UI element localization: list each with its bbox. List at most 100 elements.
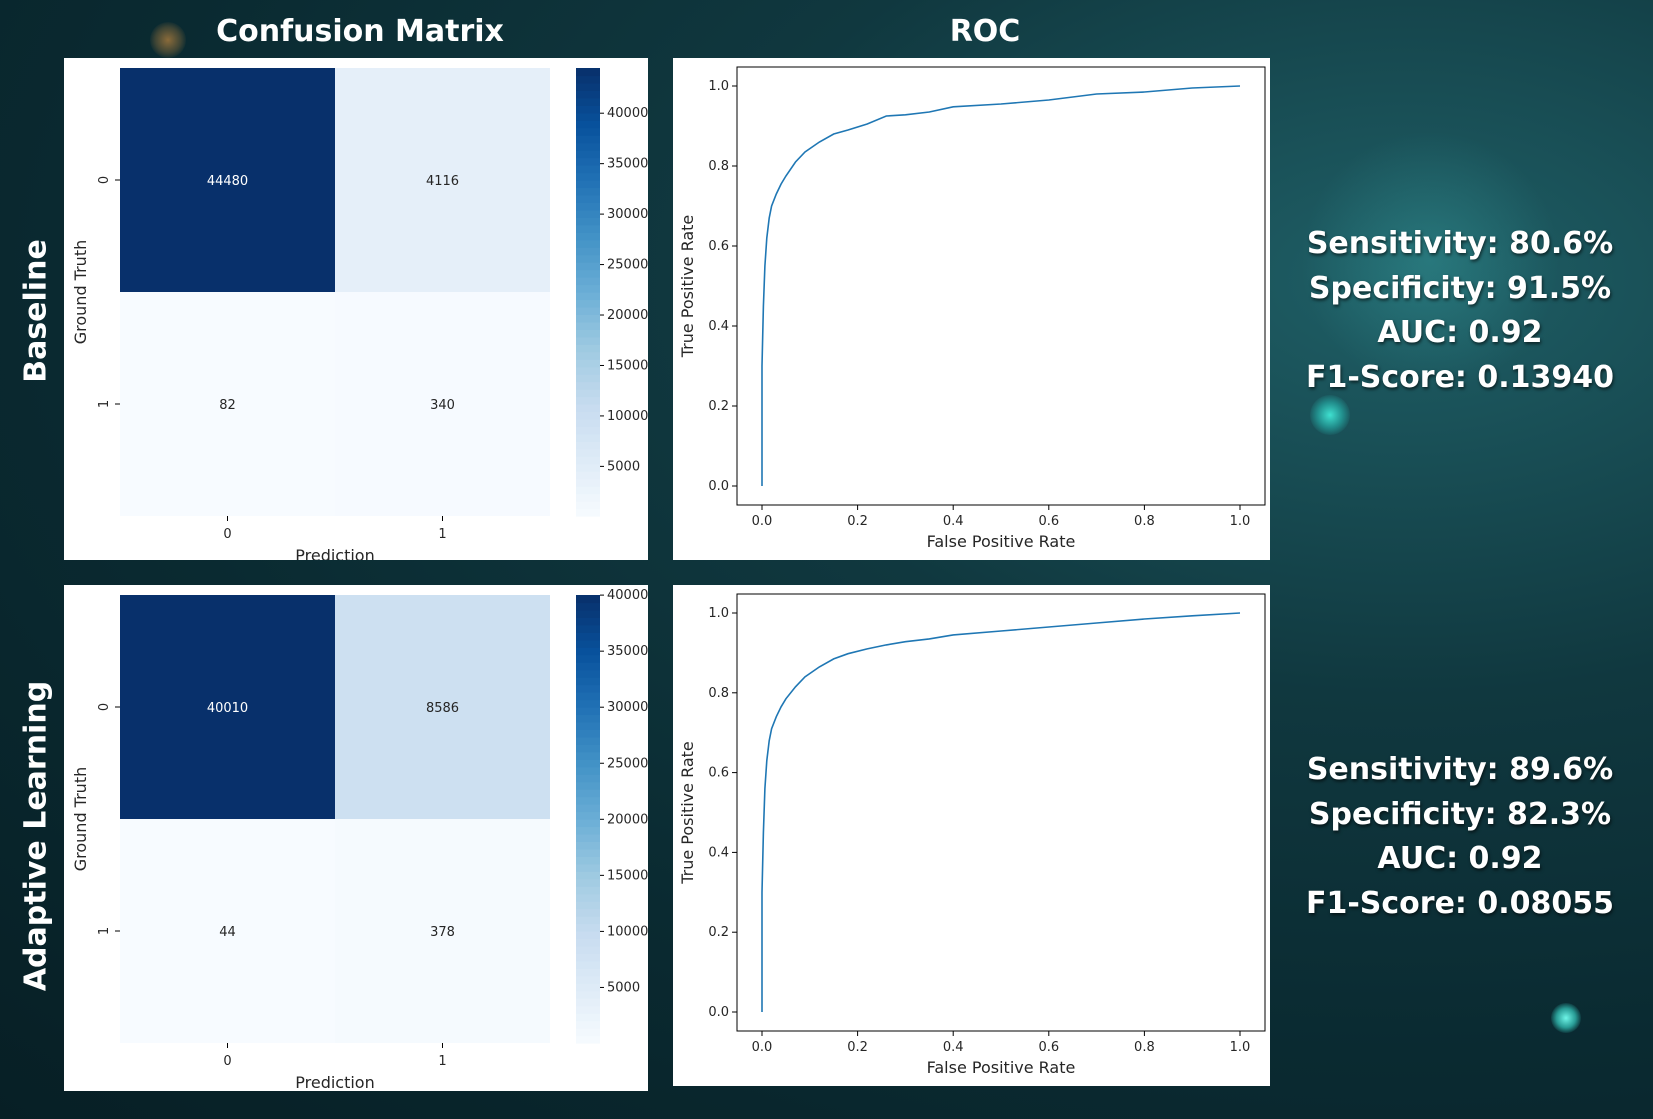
colorbar-segment — [576, 105, 600, 114]
colorbar-segment — [576, 796, 600, 805]
colorbar-segment — [576, 381, 600, 390]
y-tick-label: 0.4 — [708, 845, 729, 860]
heatmap-cell — [335, 819, 550, 1043]
colorbar-segment — [576, 471, 600, 480]
cell-value-label: 40010 — [207, 701, 248, 716]
heatmap-cell — [335, 292, 550, 516]
colorbar-segment — [576, 998, 600, 1007]
roc-curve-line — [761, 85, 1241, 486]
colorbar-segment — [576, 389, 600, 398]
colorbar-segment — [576, 624, 600, 633]
x-tick-label: 0 — [223, 527, 231, 542]
colorbar-segment — [576, 396, 600, 405]
y-axis-label: Ground Truth — [71, 240, 90, 345]
baseline-f1-score: F1-Score: 0.13940 — [1305, 359, 1615, 395]
colorbar-segment — [576, 232, 600, 241]
colorbar-segment — [576, 916, 600, 925]
colorbar-tick-label: 5000 — [607, 459, 640, 474]
colorbar-segment — [576, 617, 600, 626]
colorbar-segment — [576, 960, 600, 969]
x-tick-label: 1 — [438, 1054, 446, 1069]
colorbar-segment — [576, 180, 600, 189]
colorbar-segment — [576, 654, 600, 663]
heatmap-cell — [120, 819, 335, 1043]
colorbar-segment — [576, 923, 600, 932]
colorbar-segment — [576, 501, 600, 510]
colorbar-segment — [576, 224, 600, 233]
colorbar-segment — [576, 744, 600, 753]
adaptive-confusion-matrix-chart: 40010 8586 44 378 0 1 0 1 Prediction Ground Truth… — [71, 588, 648, 1092]
colorbar-segment — [576, 135, 600, 144]
baseline-metrics: Sensitivity: 80.6% Specificity: 91.5% AU… — [1290, 222, 1630, 400]
y-axis-label: Ground Truth — [71, 767, 90, 872]
x-tick-label: 0.0 — [752, 1040, 773, 1055]
colorbar-segment — [576, 82, 600, 91]
adaptive-confusion-matrix-panel: 40010 8586 44 378 0 1 0 1 Prediction Ground Truth… — [64, 585, 648, 1092]
baseline-roc-panel: 0.0 0.2 0.4 0.6 0.8 1.0 0.0 0.2 0.4 0.6 0.8 1.0 Fals… — [673, 58, 1270, 560]
colorbar-segment — [576, 804, 600, 813]
colorbar-segment — [576, 848, 600, 857]
colorbar-segment — [576, 953, 600, 962]
baseline-auc: AUC: 0.92 — [1377, 315, 1543, 350]
colorbar-segment — [576, 632, 600, 641]
colorbar-segment — [576, 938, 600, 947]
colorbar-tick-label: 25000 — [607, 258, 648, 273]
column-title-confusion-matrix: Confusion Matrix — [216, 14, 504, 49]
colorbar-segment — [576, 945, 600, 954]
roc-curve-line — [761, 612, 1241, 1012]
y-axis-label: True Positive Rate — [678, 215, 697, 359]
cell-value-label: 44480 — [207, 174, 248, 189]
colorbar-segment — [576, 68, 600, 77]
colorbar-segment — [576, 878, 600, 887]
heatmap-cell — [120, 68, 335, 292]
colorbar-segment — [576, 721, 600, 730]
x-tick-label: 0.6 — [1038, 1040, 1059, 1055]
x-tick-label: 0.0 — [752, 514, 773, 529]
colorbar-segment — [576, 433, 600, 442]
colorbar-segment — [576, 209, 600, 218]
adaptive-auc: AUC: 0.92 — [1377, 841, 1543, 876]
colorbar-segment — [576, 314, 600, 323]
y-tick-label: 1 — [97, 400, 112, 408]
colorbar-segment — [576, 299, 600, 308]
y-tick-label: 1.0 — [708, 79, 729, 94]
colorbar-segment — [576, 677, 600, 686]
y-tick-label: 0.0 — [708, 1005, 729, 1020]
colorbar-segment — [576, 262, 600, 271]
colorbar-segment — [576, 478, 600, 487]
x-tick-label: 0.2 — [847, 514, 868, 529]
x-tick-label: 0.6 — [1038, 514, 1059, 529]
colorbar-segment — [576, 1013, 600, 1022]
colorbar-segment — [576, 366, 600, 375]
colorbar-tick-label: 35000 — [607, 157, 648, 172]
colorbar-segment — [576, 508, 600, 517]
plot-frame — [736, 593, 1266, 1032]
cell-value-label: 4116 — [426, 174, 459, 189]
background-glow-orb — [1310, 395, 1350, 435]
colorbar-segment — [576, 336, 600, 345]
colorbar-segment — [576, 707, 600, 716]
y-tick-label: 0 — [97, 703, 112, 711]
colorbar-segment — [576, 127, 600, 136]
x-tick-label: 0.4 — [943, 1040, 964, 1055]
colorbar-segment — [576, 493, 600, 502]
colorbar-segment — [576, 426, 600, 435]
colorbar-segment — [576, 774, 600, 783]
x-tick-label: 1.0 — [1230, 514, 1251, 529]
colorbar-segment — [576, 1028, 600, 1037]
colorbar-segment — [576, 418, 600, 427]
colorbar-segment — [576, 441, 600, 450]
y-tick-label: 0.8 — [708, 159, 729, 174]
x-tick-label: 1 — [438, 527, 446, 542]
colorbar-segment — [576, 699, 600, 708]
colorbar-segment — [576, 321, 600, 330]
adaptive-roc-panel: 0.0 0.2 0.4 0.6 0.8 1.0 0.0 0.2 0.4 0.6 0.8 1.0 Fals… — [673, 585, 1270, 1086]
colorbar-segment — [576, 968, 600, 977]
colorbar-tick-label: 5000 — [607, 980, 640, 995]
y-tick-label: 0.0 — [708, 479, 729, 494]
cell-value-label: 8586 — [426, 701, 459, 716]
colorbar-segment — [576, 172, 600, 181]
y-tick-label: 0.2 — [708, 399, 729, 414]
colorbar-segment — [576, 669, 600, 678]
y-tick-label: 0.8 — [708, 686, 729, 701]
